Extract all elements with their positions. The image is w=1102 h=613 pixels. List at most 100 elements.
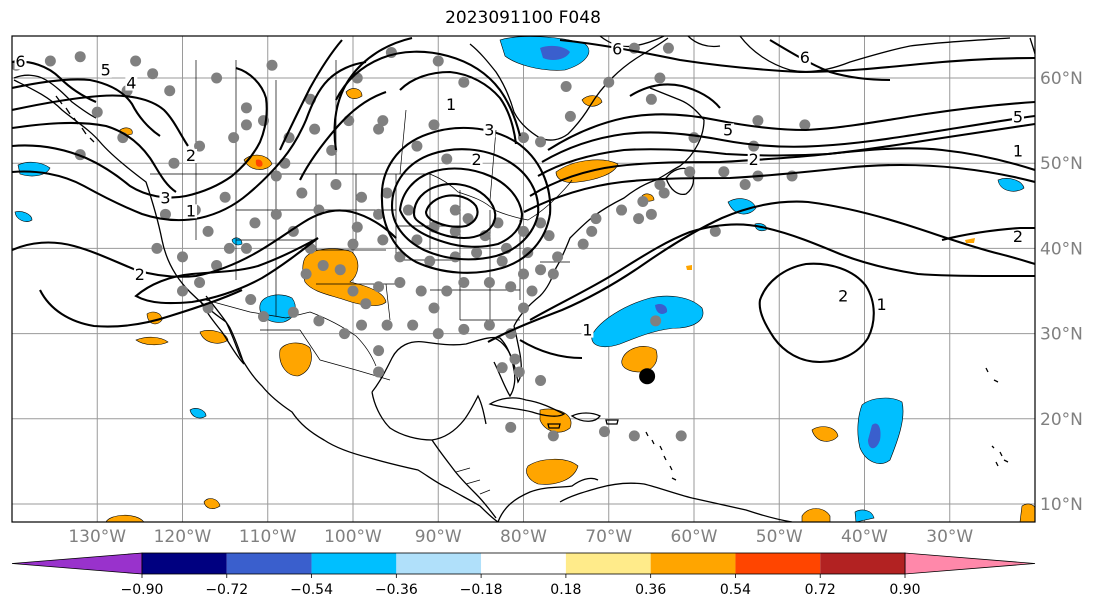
station-dot: [360, 298, 372, 310]
contour-label-bg: [14, 55, 27, 70]
station-dot: [684, 166, 696, 178]
station-dot: [347, 238, 359, 250]
station-dot: [347, 285, 359, 297]
station-dot: [628, 430, 640, 442]
station-dot: [343, 115, 355, 127]
contour-low-3: [380, 126, 552, 274]
station-dot: [441, 285, 453, 297]
contour-label-bg: [185, 204, 198, 219]
contour-label-bg: [445, 97, 458, 112]
contour-loop-south: [39, 289, 243, 328]
station-dot: [471, 247, 483, 259]
station-dot: [338, 328, 350, 340]
station-dot: [709, 225, 721, 237]
station-dot: [194, 276, 206, 288]
map-title: 2023091100 F048: [445, 8, 601, 28]
neg-anomaly-nw2: [14, 211, 33, 222]
lon-label: 80°W: [500, 527, 547, 547]
colorbar-outline: [141, 552, 906, 575]
station-dot: [637, 196, 649, 208]
colorbar-tick-label: −0.90: [121, 582, 164, 598]
central-am-borders: [455, 467, 491, 495]
station-dot: [535, 217, 547, 229]
contour-5-ne: [547, 100, 1035, 151]
colorbar-segment: [735, 553, 821, 574]
station-dot: [373, 345, 385, 357]
station-dot: [428, 302, 440, 314]
contour-loop-atlantic: [758, 262, 875, 364]
contour-label-bg: [470, 153, 483, 168]
station-dot: [270, 208, 282, 220]
station-dot: [74, 51, 86, 63]
contour-low-4: [412, 182, 497, 240]
station-dot: [334, 264, 346, 276]
colorbar-under-arrow: [11, 552, 143, 575]
colorbar-tick-label: 0.54: [720, 582, 751, 598]
station-dot: [535, 136, 547, 148]
colorbar-tick-label: 0.72: [805, 582, 836, 598]
neg-anomaly-pacific: [189, 408, 207, 419]
station-dot: [356, 319, 368, 331]
station-dot: [543, 230, 555, 242]
pos-anomaly-central-am: [526, 458, 579, 485]
neg-anomaly-atlantic: [591, 295, 704, 347]
lon-label: 70°W: [585, 527, 632, 547]
station-dot: [194, 140, 206, 152]
pos-anomaly-canada: [345, 88, 363, 99]
station-dot: [381, 319, 393, 331]
station-dot: [356, 191, 368, 203]
station-dot: [402, 204, 414, 216]
station-dot: [377, 115, 389, 127]
contour-label: 5: [1013, 108, 1023, 127]
colorbar-tick-label: −0.18: [460, 582, 503, 598]
lon-label: 130°W: [68, 527, 126, 547]
contour-label: 3: [484, 120, 494, 139]
station-dot: [309, 123, 321, 135]
colorbar: −0.90 −0.72 −0.54 −0.36 −0.18 0.18 0.36 0.54 0.7…: [11, 552, 1036, 598]
station-dot: [240, 119, 252, 131]
station-dot: [616, 204, 628, 216]
station-dot: [518, 225, 529, 237]
lon-label: 90°W: [415, 527, 462, 547]
contour-label: 6: [15, 52, 25, 71]
contour-3-nw: [12, 121, 177, 193]
contour-label: 4: [126, 74, 136, 93]
station-dot: [799, 119, 811, 131]
contour-label: 5: [101, 61, 111, 80]
contour-label-bg: [185, 148, 198, 163]
pos-anomaly-baja: [199, 330, 229, 344]
station-dot: [373, 123, 385, 135]
station-dot: [211, 72, 223, 84]
contour-label-bg: [483, 123, 496, 138]
neg-anomaly-sea3: [997, 178, 1025, 192]
contour-label: 2: [186, 146, 196, 165]
contour-3-ne: [537, 122, 1035, 177]
colorbar-segment: [142, 553, 227, 574]
contour-3-north: [335, 50, 522, 137]
cuba: [488, 397, 566, 417]
station-dot: [202, 225, 214, 237]
station-dot: [266, 59, 278, 71]
contour-label-bg: [837, 289, 850, 304]
contour-1-nw: [12, 60, 367, 222]
colorbar-segment: [226, 553, 312, 574]
lat-label: 40°N: [1040, 239, 1083, 259]
map-frame: [11, 35, 1036, 523]
station-dot: [688, 132, 700, 144]
contour-label: 1: [1013, 142, 1023, 161]
station-markers: [12, 42, 811, 442]
colorbar-segment: [396, 553, 482, 574]
station-dot: [449, 204, 461, 216]
neg-anomaly-hudson-core: [540, 45, 570, 60]
contour-label-bg: [611, 42, 624, 57]
station-dot: [130, 55, 142, 67]
mexico-states: [260, 329, 391, 381]
contour-label: 6: [612, 39, 622, 58]
station-dot: [228, 132, 240, 144]
station-dot: [411, 140, 423, 152]
contour-1-sw: [12, 209, 397, 278]
station-dot: [211, 259, 223, 271]
station-dot: [394, 251, 406, 263]
pos-anomaly-mexico: [279, 342, 312, 377]
station-dot: [658, 187, 670, 199]
